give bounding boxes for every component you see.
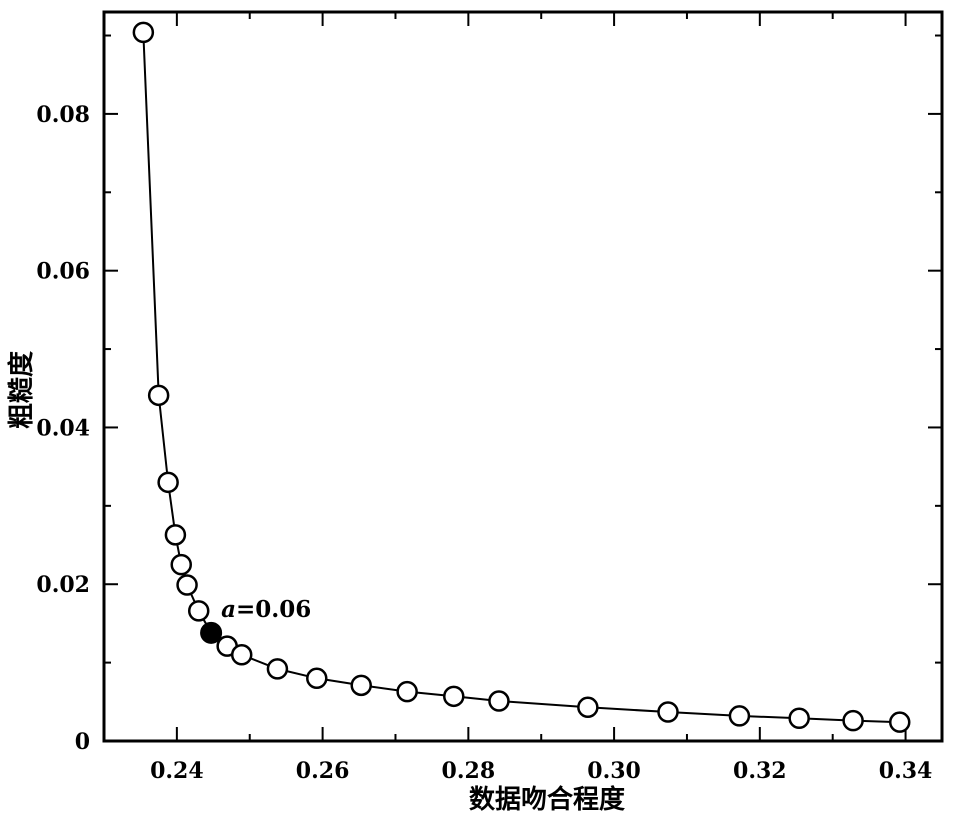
data-point (788, 707, 810, 730)
x-tick-labels: 0.24 0.26 0.28 0.30 0.32 0.34 (150, 758, 932, 784)
x-axis-label: 数据吻合程度 (469, 784, 625, 815)
data-point (842, 709, 864, 732)
y-tick-labels: 0 0.02 0.04 0.06 0.08 (36, 102, 90, 755)
y-axis-label: 粗糙度 (6, 351, 37, 429)
tick-marks (104, 12, 942, 742)
plot-frame (102, 10, 944, 743)
x-tick-label: 0.26 (296, 758, 350, 784)
data-point (443, 685, 465, 708)
y-tick-label: 0.06 (36, 259, 90, 285)
x-tick-label: 0.24 (150, 758, 204, 784)
data-point (728, 705, 751, 727)
data-point (657, 701, 679, 723)
data-point (350, 674, 372, 697)
data-point (306, 667, 328, 690)
y-tick-label: 0.02 (36, 572, 90, 598)
data-point (164, 524, 187, 546)
highlight-point (200, 621, 223, 644)
data-point (147, 384, 170, 407)
data-point (230, 644, 253, 666)
series-markers (132, 21, 911, 733)
data-point (176, 574, 198, 596)
data-point (157, 471, 179, 494)
y-tick-label: 0.08 (36, 102, 90, 128)
data-point (170, 553, 192, 576)
x-tick-label: 0.32 (733, 758, 787, 784)
series-line (142, 32, 900, 724)
data-point (488, 690, 510, 712)
x-tick-label: 0.28 (442, 758, 496, 784)
data-point (266, 658, 289, 680)
data-point (396, 680, 418, 703)
y-tick-label: 0.04 (36, 415, 90, 441)
data-point (888, 711, 911, 733)
y-tick-label: 0 (75, 729, 90, 755)
highlight-annotation: a=0.06 (221, 596, 311, 623)
x-tick-label: 0.30 (587, 758, 641, 784)
data-point (132, 21, 155, 44)
x-tick-label: 0.34 (879, 758, 933, 784)
data-point (577, 696, 599, 719)
data-point (187, 600, 210, 622)
